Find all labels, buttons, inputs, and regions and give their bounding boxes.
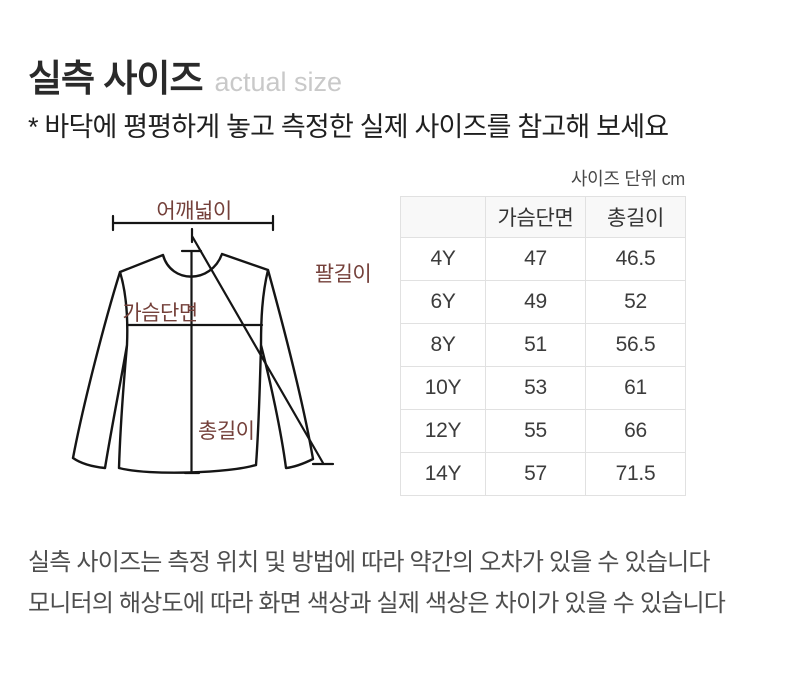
- footnotes: 실측 사이즈는 측정 위치 및 방법에 따라 약간의 오차가 있을 수 있습니다…: [28, 542, 726, 624]
- page-title-english: actual size: [214, 67, 343, 97]
- chest-cell: 57: [485, 452, 586, 496]
- page-title: 실측 사이즈 actual size: [28, 48, 342, 102]
- chest-column-header: 가슴단면: [485, 196, 586, 238]
- chest-cell: 53: [485, 366, 586, 410]
- table-row: 10Y 53 61: [400, 366, 686, 410]
- garment-outline: [71, 252, 315, 474]
- table-row: 8Y 51 56.5: [400, 323, 686, 367]
- arm-length-label: 팔길이: [315, 263, 371, 286]
- table-row: 12Y 55 66: [400, 409, 686, 453]
- table-row: 4Y 47 46.5: [400, 237, 686, 281]
- measurement-note: * 바닥에 평평하게 놓고 측정한 실제 사이즈를 참고해 보세요: [28, 112, 669, 142]
- shoulder-width-label: 어깨넓이: [156, 200, 231, 223]
- footnote-measurement-tolerance: 실측 사이즈는 측정 위치 및 방법에 따라 약간의 오차가 있을 수 있습니다: [28, 549, 710, 576]
- size-cell: 10Y: [400, 366, 486, 410]
- size-unit-note: 사이즈 단위 cm: [570, 169, 685, 189]
- length-column-header: 총길이: [585, 196, 686, 238]
- length-cell: 52: [585, 280, 686, 324]
- chest-cell: 49: [485, 280, 586, 324]
- length-cell: 71.5: [585, 452, 686, 496]
- footnote-color-difference: 모니터의 해상도에 따라 화면 색상과 실제 색상은 차이가 있을 수 있습니다: [28, 590, 726, 617]
- garment-measurement-diagram: 어깨넓이 팔길이 가슴단면 총길이: [55, 180, 395, 510]
- total-length-label: 총길이: [198, 420, 254, 443]
- chest-cell: 47: [485, 237, 586, 281]
- length-cell: 66: [585, 409, 686, 453]
- size-table: 가슴단면 총길이 4Y 47 46.5 6Y 49 52 8Y 51 56.5 10Y 53 61 12…: [400, 196, 686, 496]
- chest-cell: 55: [485, 409, 586, 453]
- shoulder-width-measure-line: [111, 214, 275, 232]
- chest-cell: 51: [485, 323, 586, 367]
- page-title-korean: 실측 사이즈: [28, 58, 203, 99]
- size-table-header-row: 가슴단면 총길이: [400, 196, 686, 238]
- size-column-header: [400, 196, 486, 238]
- length-cell: 56.5: [585, 323, 686, 367]
- table-row: 14Y 57 71.5: [400, 452, 686, 496]
- arm-length-measure-line: [190, 227, 335, 466]
- size-cell: 14Y: [400, 452, 486, 496]
- length-cell: 61: [585, 366, 686, 410]
- garment-diagram-icon: 어깨넓이 팔길이 가슴단면 총길이: [71, 200, 372, 475]
- chest-width-label: 가슴단면: [122, 302, 197, 325]
- size-cell: 4Y: [400, 237, 486, 281]
- size-cell: 8Y: [400, 323, 486, 367]
- size-cell: 12Y: [400, 409, 486, 453]
- length-cell: 46.5: [585, 237, 686, 281]
- size-cell: 6Y: [400, 280, 486, 324]
- table-row: 6Y 49 52: [400, 280, 686, 324]
- size-table-body: 4Y 47 46.5 6Y 49 52 8Y 51 56.5 10Y 53 61 12Y 55 66 14Y 5…: [400, 237, 686, 496]
